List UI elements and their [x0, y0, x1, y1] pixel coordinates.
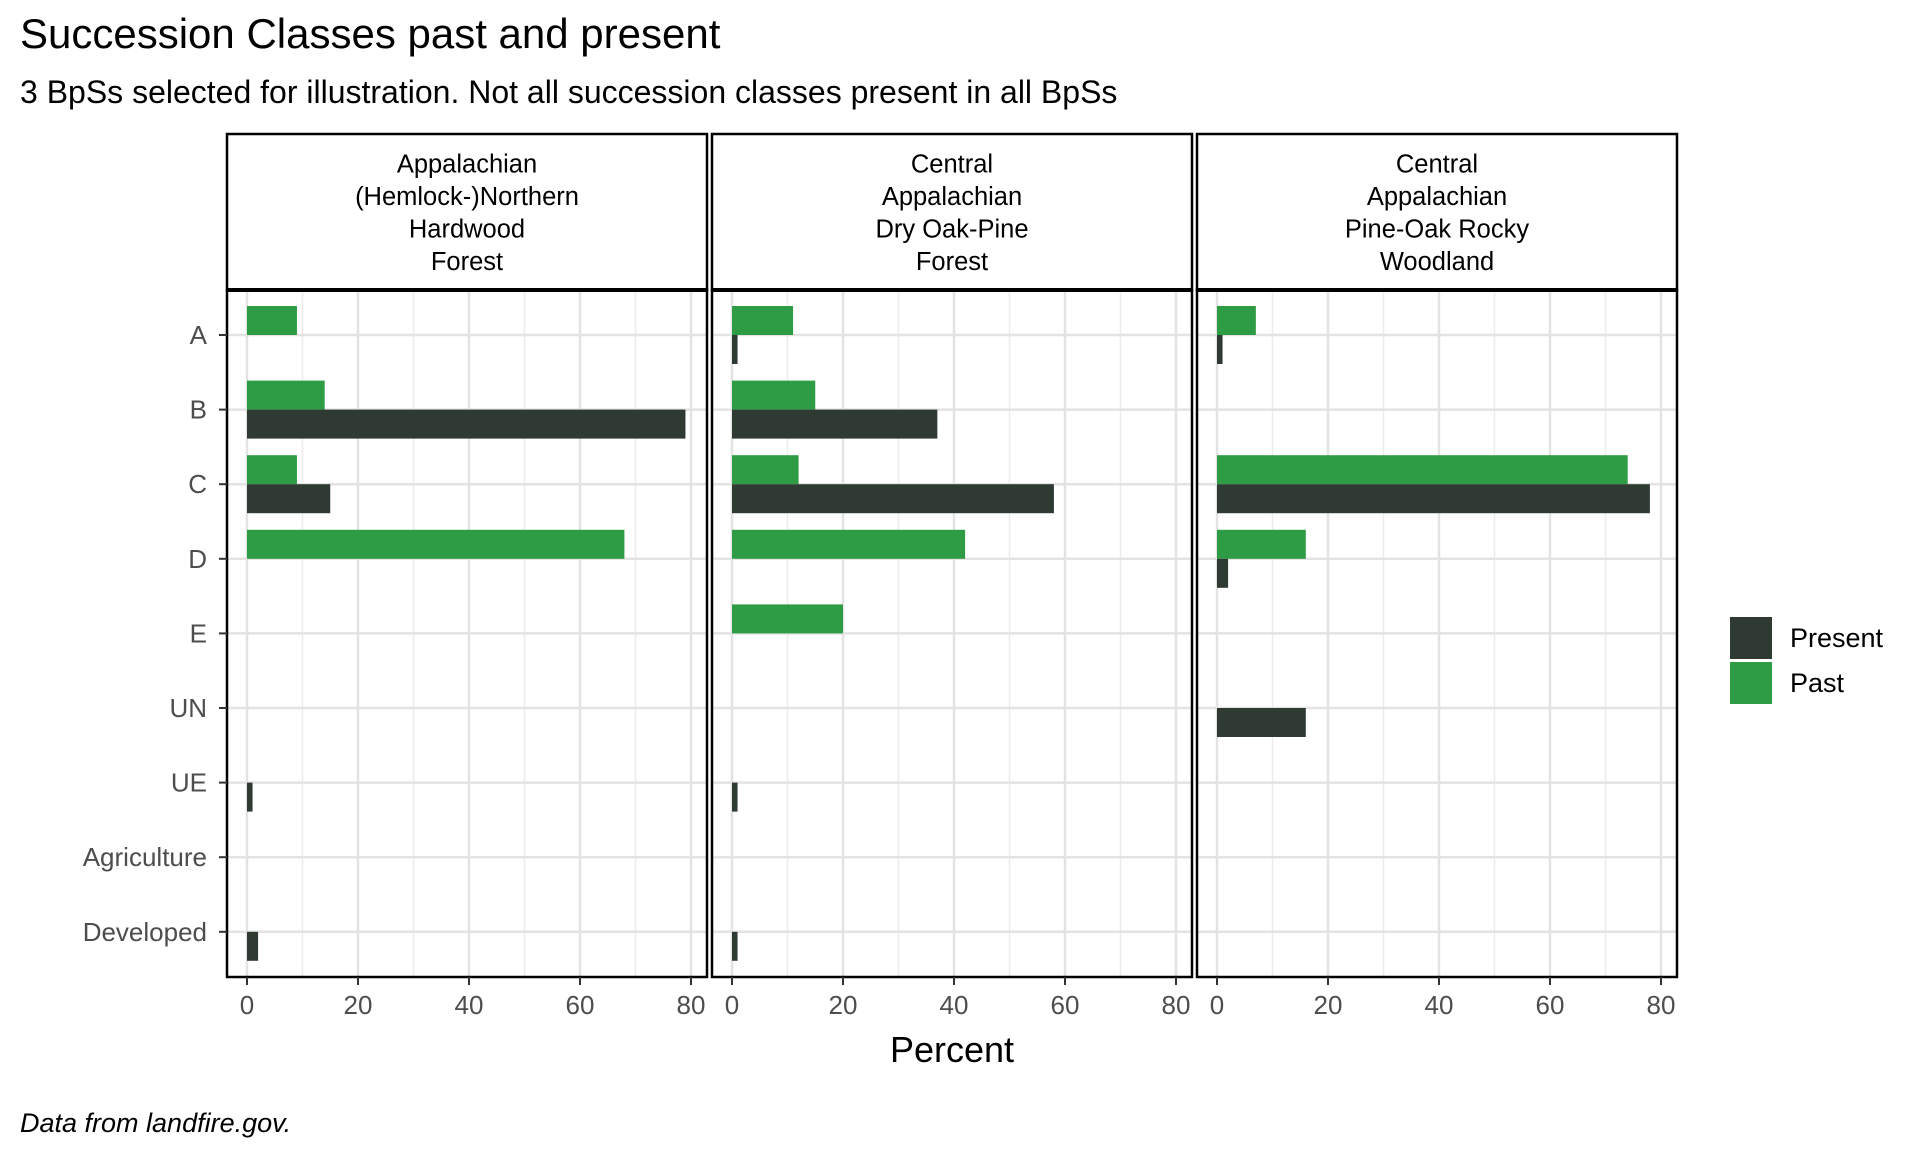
x-tick-label: 0 — [1210, 990, 1224, 1020]
facet-title-line: Central — [911, 150, 993, 178]
bar-past — [732, 604, 843, 634]
x-tick-label: 60 — [566, 990, 595, 1020]
y-tick-label: E — [190, 618, 207, 648]
y-tick-label: UN — [169, 693, 207, 723]
x-tick-label: 60 — [1051, 990, 1080, 1020]
facet-panel: Central Appalachian Dry Oak-Pine Forest 0 20 4… — [710, 132, 1194, 1020]
legend: Present Past — [1730, 617, 1884, 704]
bar-present — [247, 484, 331, 514]
x-tick-label: 40 — [455, 990, 484, 1020]
x-tick-label: 20 — [829, 990, 858, 1020]
facet-panel: Appalachian (Hemlock-)Northern Hardwood For… — [225, 132, 709, 1020]
y-axis: A B C D E UN UE Agriculture Developed — [83, 320, 227, 947]
y-tick-label: Agriculture — [83, 842, 207, 872]
bar-present — [1217, 484, 1650, 514]
facet-title-line: Pine-Oak Rocky — [1345, 215, 1529, 243]
x-tick-label: 20 — [344, 990, 373, 1020]
bar-present — [1217, 708, 1306, 737]
x-tick-label: 20 — [1314, 990, 1343, 1020]
bar-past — [1217, 529, 1306, 559]
y-tick-label: B — [190, 395, 207, 425]
y-tick-label: A — [190, 320, 208, 350]
facet-header-box — [1195, 132, 1679, 292]
legend-label-present: Present — [1790, 623, 1884, 653]
facet-title-line: Appalachian — [1367, 183, 1507, 211]
bar-present — [732, 931, 738, 961]
facet-title-line: Dry Oak-Pine — [875, 215, 1028, 243]
facet-title-line: Forest — [916, 248, 988, 276]
facet-header-box — [710, 132, 1194, 292]
y-tick-label: C — [188, 469, 207, 499]
legend-label-past: Past — [1790, 668, 1845, 698]
y-tick-label: Developed — [83, 917, 207, 947]
bar-present — [1217, 335, 1223, 364]
x-tick-label: 60 — [1536, 990, 1565, 1020]
facet-title-line: Woodland — [1380, 248, 1494, 276]
bar-past — [1217, 455, 1628, 485]
facet-title-line: (Hemlock-)Northern — [355, 183, 579, 211]
bar-past — [247, 529, 625, 559]
bar-present — [247, 409, 686, 439]
panels-layer: Appalachian (Hemlock-)Northern Hardwood For… — [225, 132, 1679, 1020]
x-tick-label: 0 — [725, 990, 739, 1020]
y-tick-label: D — [188, 544, 207, 574]
facet-title-line: Appalachian — [882, 183, 1022, 211]
facet-title-line: Hardwood — [409, 215, 525, 243]
bar-present — [247, 782, 253, 812]
bar-present — [732, 409, 938, 439]
x-tick-label: 80 — [1162, 990, 1191, 1020]
bar-present — [732, 484, 1054, 514]
x-tick-label: 0 — [240, 990, 254, 1020]
bar-past — [732, 455, 799, 485]
x-tick-label: 80 — [1647, 990, 1676, 1020]
bar-past — [247, 380, 325, 410]
bar-past — [247, 455, 297, 485]
chart-subtitle: 3 BpSs selected for illustration. Not al… — [20, 74, 1118, 110]
facet-title-line: Central — [1396, 150, 1478, 178]
chart-title: Succession Classes past and present — [20, 10, 721, 57]
x-tick-label: 40 — [1425, 990, 1454, 1020]
facet-panel: Central Appalachian Pine-Oak Rocky Woodland… — [1195, 132, 1679, 1020]
bar-past — [732, 380, 816, 410]
bar-past — [732, 529, 966, 559]
legend-swatch-present — [1730, 617, 1772, 659]
legend-swatch-past — [1730, 662, 1772, 704]
data-source-caption: Data from landfire.gov. — [20, 1108, 292, 1138]
bar-present — [1217, 558, 1229, 588]
bar-past — [1217, 306, 1256, 335]
facet-title-line: Appalachian — [397, 150, 537, 178]
facet-title-line: Forest — [431, 248, 503, 276]
bar-present — [247, 931, 259, 961]
x-tick-label: 80 — [677, 990, 706, 1020]
bar-past — [732, 306, 794, 335]
bar-present — [732, 782, 738, 812]
x-axis-label: Percent — [890, 1029, 1014, 1070]
x-tick-label: 40 — [940, 990, 969, 1020]
bar-past — [247, 306, 297, 335]
y-tick-label: UE — [171, 768, 207, 798]
bar-present — [732, 335, 738, 364]
